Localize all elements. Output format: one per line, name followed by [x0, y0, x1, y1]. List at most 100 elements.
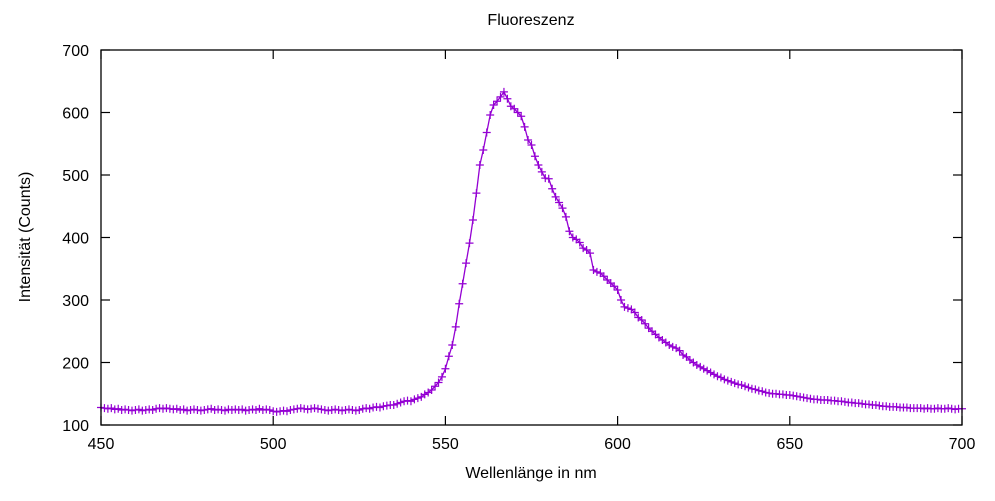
y-tick-label: 700	[62, 43, 89, 60]
data-point	[744, 383, 753, 392]
data-point	[548, 184, 557, 193]
data-point	[799, 393, 808, 402]
data-point	[214, 405, 223, 414]
data-point	[858, 399, 867, 408]
data-point	[179, 405, 188, 414]
data-point	[617, 296, 626, 304]
data-point	[427, 386, 436, 394]
data-point	[382, 401, 391, 410]
data-point	[513, 108, 522, 117]
data-point	[107, 404, 116, 413]
x-tick-label: 700	[949, 436, 976, 453]
data-point	[389, 401, 398, 409]
data-point	[586, 249, 595, 258]
x-tick-label: 650	[776, 436, 803, 453]
data-point	[668, 342, 677, 351]
data-point	[665, 341, 674, 349]
data-point	[482, 128, 491, 137]
data-point	[796, 392, 805, 401]
data-point	[393, 399, 402, 408]
data-point	[172, 404, 181, 413]
data-point	[103, 404, 112, 413]
data-point	[875, 401, 884, 410]
data-point	[455, 299, 464, 308]
data-point	[944, 404, 953, 413]
data-point	[189, 405, 198, 414]
data-point	[241, 406, 250, 415]
data-point	[400, 397, 409, 406]
data-point	[127, 406, 136, 415]
data-point	[224, 405, 233, 414]
data-point	[613, 286, 622, 294]
data-point	[723, 376, 732, 385]
data-point	[785, 391, 794, 399]
data-point	[923, 404, 932, 413]
data-point	[468, 216, 477, 224]
data-point	[313, 404, 322, 413]
data-point	[679, 351, 688, 359]
data-point	[282, 407, 291, 416]
data-point	[327, 406, 336, 414]
data-point	[555, 198, 564, 207]
data-point	[472, 189, 481, 198]
data-point	[916, 404, 925, 413]
data-point	[699, 364, 708, 373]
data-point	[620, 302, 629, 311]
data-point	[930, 404, 939, 413]
data-point	[551, 192, 560, 201]
data-point	[286, 406, 295, 414]
y-tick-label: 400	[62, 231, 89, 248]
data-point	[348, 406, 357, 414]
data-point	[761, 388, 770, 397]
y-tick-label: 300	[62, 293, 89, 310]
data-point	[210, 406, 219, 414]
data-point	[217, 406, 226, 414]
data-point	[121, 405, 130, 414]
data-point	[234, 406, 243, 414]
data-point	[344, 405, 353, 414]
data-point	[462, 259, 471, 268]
data-point	[269, 407, 278, 416]
data-point	[293, 404, 302, 413]
data-point	[575, 238, 584, 247]
data-point	[341, 406, 350, 414]
data-point	[334, 406, 343, 414]
y-tick-label: 200	[62, 356, 89, 373]
data-point	[592, 267, 601, 276]
x-tick-label: 550	[432, 436, 459, 453]
data-point	[541, 174, 550, 183]
data-point	[138, 406, 147, 415]
data-point	[641, 319, 650, 328]
data-point	[431, 382, 440, 391]
data-point	[420, 390, 429, 399]
data-point	[489, 101, 498, 109]
data-point	[692, 361, 701, 369]
data-point	[248, 405, 257, 414]
data-point	[303, 405, 312, 414]
data-point	[131, 406, 140, 414]
data-point	[238, 405, 247, 414]
y-axis-label: Intensität (Counts)	[17, 172, 34, 303]
data-point	[379, 402, 388, 411]
data-point	[599, 272, 608, 281]
data-point	[534, 161, 543, 169]
data-point	[320, 406, 329, 414]
data-point	[265, 406, 274, 414]
data-point	[396, 398, 405, 407]
data-point	[789, 391, 798, 400]
data-point	[933, 404, 942, 413]
data-point	[741, 382, 750, 391]
data-point	[499, 87, 508, 96]
data-point	[203, 405, 212, 414]
data-point	[324, 406, 333, 415]
data-point	[675, 346, 684, 355]
data-point	[747, 384, 756, 393]
data-point	[813, 395, 822, 404]
data-point	[434, 378, 443, 387]
data-point	[276, 407, 285, 416]
data-point	[365, 404, 374, 413]
data-point	[830, 396, 839, 405]
data-point	[524, 136, 533, 144]
data-point	[840, 397, 849, 406]
data-point	[169, 405, 178, 414]
